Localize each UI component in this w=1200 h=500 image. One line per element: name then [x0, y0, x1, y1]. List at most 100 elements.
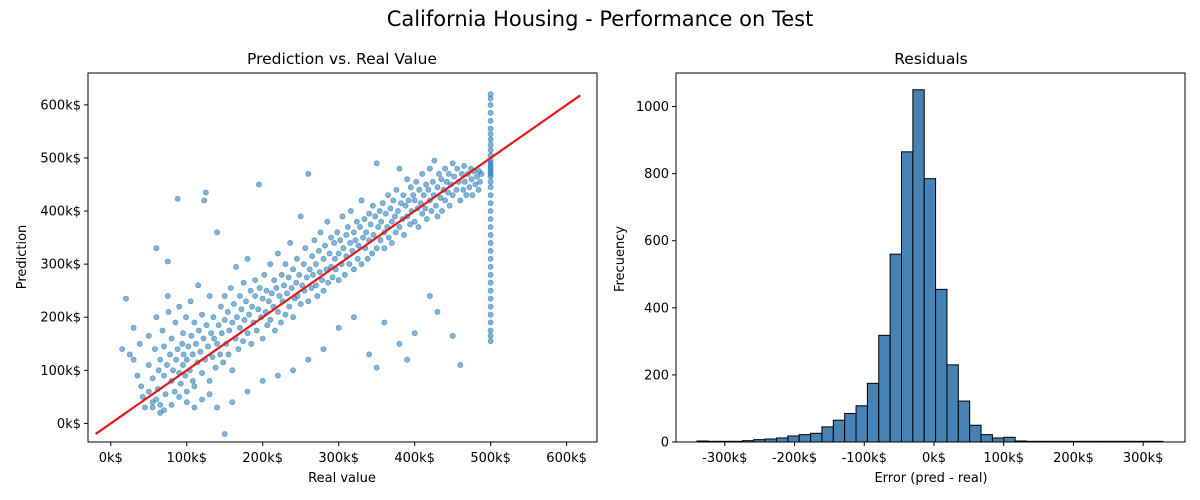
scatter-point: [466, 184, 473, 191]
scatter-point: [253, 327, 260, 334]
scatter-point: [134, 372, 141, 379]
scatter-point: [183, 356, 190, 363]
x-tick-label: 100k$: [166, 451, 207, 466]
scatter-point: [300, 261, 307, 267]
scatter-point: [487, 338, 494, 344]
scatter-point: [320, 255, 327, 262]
scatter-point: [393, 186, 400, 193]
scatter-point: [214, 340, 220, 347]
scatter-point: [392, 229, 399, 236]
scatter-point: [221, 431, 228, 437]
scatter-point: [297, 213, 304, 220]
scatter-point: [167, 351, 173, 358]
scatter-point: [352, 237, 359, 244]
scatter-point: [375, 224, 382, 230]
scatter-point: [487, 184, 494, 191]
scatter-point: [423, 181, 429, 188]
scatter-point: [293, 279, 300, 286]
scatter-point: [278, 319, 284, 326]
scatter-point: [461, 162, 467, 169]
scatter-point: [358, 197, 365, 204]
scatter-point: [487, 147, 494, 153]
scatter-point: [460, 186, 467, 193]
scatter-point: [119, 346, 126, 352]
scatter-point: [168, 401, 175, 408]
scatter-point: [162, 391, 169, 398]
scatter-point: [458, 170, 465, 177]
scatter-point: [145, 362, 152, 368]
scatter-point: [419, 170, 426, 177]
scatter-point: [153, 245, 160, 252]
scatter-point: [215, 322, 222, 329]
scatter-point: [278, 271, 285, 278]
scatter-point: [171, 388, 178, 395]
histogram-bar: [935, 288, 948, 443]
scatter-point: [302, 245, 309, 252]
scatter-point: [185, 343, 192, 350]
scatter-point: [319, 277, 325, 283]
scatter-point: [126, 351, 133, 358]
scatter-point: [487, 109, 494, 116]
scatter-point: [396, 340, 403, 347]
scatter-point: [410, 192, 417, 198]
scatter-point: [487, 102, 494, 108]
scatter-point: [422, 205, 429, 212]
scatter-point: [337, 237, 344, 244]
scatter-point: [214, 404, 220, 411]
scatter-point: [445, 170, 452, 177]
y-tick-label: 600: [644, 234, 669, 249]
x-tick-label: 600k$: [546, 451, 587, 466]
scatter-point: [176, 393, 183, 400]
histogram-y-ticks: 0 200 400 600 800 1000: [636, 100, 676, 451]
scatter-point: [211, 335, 217, 342]
scatter-point: [189, 351, 196, 358]
scatter-point: [197, 348, 204, 355]
y-tick-label: 800: [644, 167, 669, 182]
scatter-point: [255, 306, 262, 313]
scatter-point: [139, 393, 146, 400]
scatter-point: [331, 255, 338, 262]
scatter-point: [449, 192, 456, 198]
scatter-point: [347, 239, 353, 246]
x-tick-label: -200k$: [772, 451, 817, 466]
x-tick-label: -300k$: [702, 451, 747, 466]
histogram-bar: [991, 437, 1005, 443]
scatter-point: [487, 170, 494, 177]
histogram-bar: [878, 334, 891, 443]
scatter-point: [312, 261, 319, 267]
scatter-point: [316, 269, 323, 275]
scatter-point: [195, 282, 202, 289]
scatter-point: [276, 293, 283, 299]
scatter-point: [396, 224, 403, 230]
histogram-bar: [1003, 436, 1016, 443]
scatter-point: [221, 316, 228, 323]
scatter-point: [487, 271, 494, 278]
scatter-point: [273, 285, 280, 291]
y-tick-label: 400k$: [40, 205, 81, 220]
scatter-point: [445, 189, 451, 196]
scatter-point: [188, 332, 195, 339]
scatter-point: [446, 202, 453, 209]
scatter-point: [176, 303, 183, 310]
scatter-point: [340, 245, 347, 252]
scatter-point: [271, 277, 277, 283]
scatter-point: [183, 399, 190, 406]
scatter-point: [191, 404, 198, 411]
scatter-point: [400, 192, 407, 198]
scatter-point: [274, 308, 281, 315]
scatter-point: [240, 338, 246, 344]
scatter-point: [487, 295, 494, 302]
scatter-point: [396, 165, 403, 172]
scatter-point: [355, 242, 362, 249]
scatter-point: [305, 298, 312, 305]
scatter-point: [293, 255, 300, 262]
scatter-point: [299, 282, 306, 289]
scatter-point: [328, 234, 334, 241]
scatter-point: [192, 340, 199, 347]
y-tick-label: 500k$: [40, 151, 81, 166]
scatter-point: [415, 224, 422, 230]
histogram-bar: [866, 382, 880, 443]
scatter-point: [461, 178, 468, 185]
scatter-point: [309, 271, 316, 278]
scatter-point: [235, 346, 242, 352]
